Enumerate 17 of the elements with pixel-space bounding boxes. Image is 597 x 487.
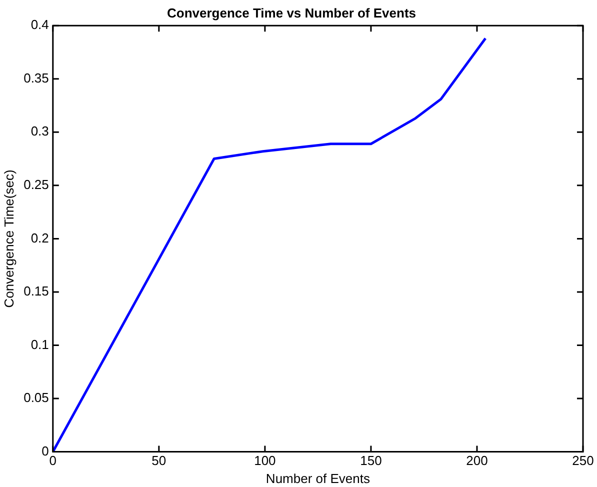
- y-tick-label: 0.35: [24, 70, 49, 86]
- y-tick-label: 0.15: [24, 284, 49, 299]
- y-tick-label: 0: [42, 443, 49, 458]
- y-tick-label: 0.25: [24, 177, 49, 192]
- y-tick-label: 0.2: [30, 230, 49, 246]
- y-tick-label: 0.4: [30, 17, 49, 32]
- chart-title: Convergence Time vs Number of Events: [166, 5, 416, 20]
- x-axis-title: Number of Events: [266, 470, 370, 486]
- x-tick-label: 50: [152, 453, 166, 468]
- y-axis-title: Convergence Time(sec): [1, 170, 16, 308]
- x-tick-label: 150: [360, 453, 382, 468]
- y-tick-label: 0.05: [24, 390, 49, 406]
- x-tick-label: 100: [254, 453, 276, 468]
- x-tick-label: 250: [572, 453, 594, 468]
- y-tick-label: 0.1: [30, 336, 49, 352]
- y-tick-label: 0.3: [30, 124, 49, 139]
- x-tick-label: 200: [466, 453, 488, 468]
